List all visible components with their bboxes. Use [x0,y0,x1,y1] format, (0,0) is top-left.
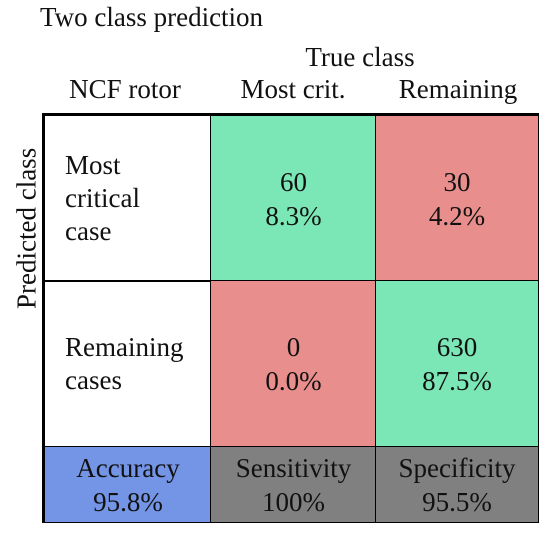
predicted-class-label: Predicted class [11,147,42,309]
row-label-remaining: Remaining cases [44,280,212,448]
cell-count: 30 [443,166,471,197]
metric-label: Accuracy [76,452,180,483]
matrix-cell-true-positive: 60 8.3% [210,115,377,282]
matrix-cell-false-positive: 30 4.2% [375,115,539,282]
cell-percent: 87.5% [422,366,492,396]
column-header-remaining: Remaining [398,74,518,104]
chart-title: Two class prediction [40,2,264,32]
matrix-cell-true-negative: 630 87.5% [375,280,539,448]
metric-value: 95.8% [93,486,163,517]
metric-value: 95.5% [422,486,492,517]
row-label-line: Remaining [65,332,184,362]
row-label-line: Most [65,150,121,180]
cell-percent: 8.3% [265,200,322,231]
row-label-most-critical: Most critical case [44,115,212,282]
cell-percent: 0.0% [265,366,322,396]
sensitivity-cell: Sensitivity 100% [210,446,377,523]
row-label-line: case [65,216,112,246]
cell-count: 60 [280,166,307,197]
confusion-matrix: Most critical case 60 8.3% 30 4.2% Remai… [42,113,539,523]
metric-label: Specificity [398,452,516,483]
metric-label: Sensitivity [235,452,352,483]
cell-count: 0 [286,332,301,362]
cell-count: 630 [436,332,478,362]
matrix-cell-false-negative: 0 0.0% [210,280,377,448]
specificity-cell: Specificity 95.5% [375,446,539,523]
accuracy-cell: Accuracy 95.8% [44,446,212,523]
cell-percent: 4.2% [428,200,486,231]
column-header-most-critical: Most crit. [240,74,346,104]
true-class-label: True class [305,42,415,72]
row-label-line: critical [65,183,140,213]
metric-value: 100% [262,486,325,517]
row-label-line: cases [65,365,122,395]
corner-label: NCF rotor [69,74,181,104]
